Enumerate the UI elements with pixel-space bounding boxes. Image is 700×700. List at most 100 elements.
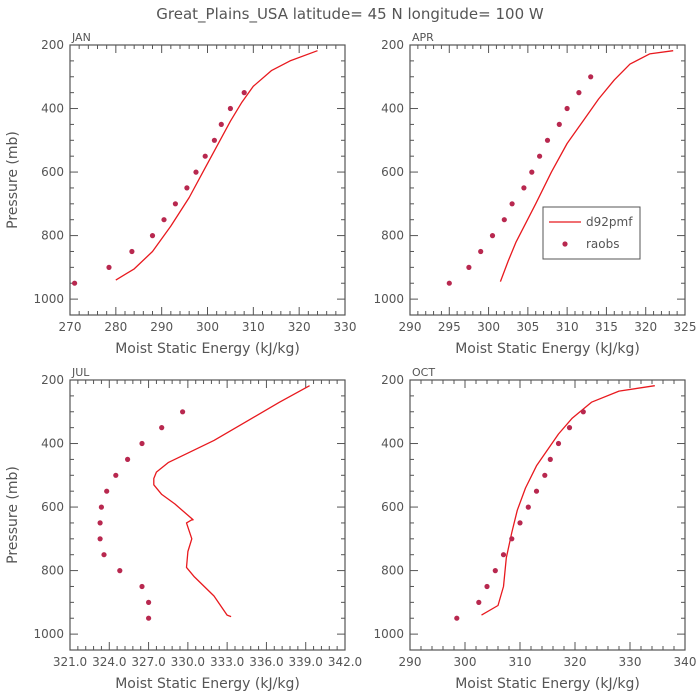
panel-jan: 270 280 290 300 310 320 330 200 400 600 800 1000 JAN…: [5, 31, 356, 357]
data-point-raobs: [227, 105, 233, 112]
y-tick-label: 600: [381, 500, 404, 514]
x-tick-label: 270: [59, 320, 82, 334]
x-tick-label: 321.0: [53, 655, 87, 669]
data-point-raobs: [218, 121, 224, 127]
x-tick-label: 342.0: [328, 655, 362, 669]
data-point-raobs: [529, 169, 535, 175]
x-tick-label: 315: [595, 320, 618, 334]
y-tick-label: 400: [41, 437, 64, 451]
x-axis-label: Moist Static Energy (kJ/kg): [115, 676, 300, 692]
y-tick-label: 400: [381, 437, 404, 451]
series-line-d92pmf: [153, 385, 310, 618]
data-point-raobs: [180, 409, 186, 415]
x-tick-label: 310: [509, 655, 532, 669]
x-tick-label: 290: [399, 320, 422, 334]
data-point-raobs: [492, 568, 498, 574]
data-point-raobs: [117, 568, 123, 574]
data-point-raobs: [500, 552, 507, 558]
data-point-raobs: [104, 488, 110, 494]
panel-apr: 290 295 300 305 310 315 320 325 200 400 600 800 1000…: [373, 31, 696, 357]
data-point-raobs: [478, 248, 484, 255]
data-point-raobs: [98, 504, 104, 510]
y-tick-label: 1000: [373, 627, 404, 641]
y-tick-label: 800: [381, 564, 404, 578]
panel-oct: 290 300 310 320 330 340 200 400 600 800 1000 OCT Moi…: [373, 366, 696, 692]
x-tick-label: 290: [150, 320, 173, 334]
data-point-raobs: [544, 137, 551, 143]
y-tick-label: 800: [41, 564, 64, 578]
legend: d92pmf raobs: [542, 206, 641, 260]
data-point-raobs: [72, 280, 78, 286]
x-axis-label: Moist Static Energy (kJ/kg): [115, 341, 300, 357]
x-tick-label: 290: [399, 655, 422, 669]
data-point-raobs: [446, 280, 452, 286]
legend-obs-label: raobs: [586, 237, 620, 251]
data-point-raobs: [106, 264, 112, 270]
y-tick-label: 400: [381, 102, 404, 116]
panel-label: JUL: [71, 366, 90, 379]
data-point-raobs: [555, 440, 562, 447]
data-point-raobs: [466, 264, 472, 270]
legend-point-swatch: [562, 241, 568, 247]
x-tick-label: 300: [196, 320, 219, 334]
x-tick-label: 333.0: [210, 655, 244, 669]
x-tick-label: 330.0: [171, 655, 205, 669]
plot-frame: [409, 44, 686, 316]
data-point-raobs: [172, 201, 178, 207]
y-axis-label: Pressure (mb): [5, 131, 21, 229]
data-point-raobs: [211, 137, 217, 143]
y-tick-label: 800: [381, 229, 404, 243]
legend-model-label: d92pmf: [586, 215, 633, 229]
series-line-d92pmf: [499, 50, 674, 282]
data-point-raobs: [556, 121, 562, 127]
x-tick-label: 300: [477, 320, 500, 334]
panels: 270 280 290 300 310 320 330 200 400 600 800 1000 JAN…: [5, 31, 696, 692]
y-tick-label: 200: [41, 38, 64, 52]
data-point-raobs: [139, 440, 145, 447]
data-point-raobs: [525, 504, 531, 510]
x-tick-label: 310: [556, 320, 579, 334]
data-point-raobs: [476, 599, 482, 606]
data-point-raobs: [509, 201, 515, 207]
x-tick-label: 336.0: [249, 655, 283, 669]
data-point-raobs: [161, 217, 167, 223]
panel-label: JAN: [71, 31, 91, 44]
data-point-raobs: [566, 425, 573, 431]
data-point-raobs: [113, 472, 119, 478]
x-tick-label: 300: [454, 655, 477, 669]
figure-title: Great_Plains_USA latitude= 45 N longitud…: [156, 5, 544, 24]
data-point-raobs: [489, 233, 496, 239]
x-tick-label: 295: [438, 320, 461, 334]
data-point-raobs: [580, 409, 586, 415]
y-tick-label: 200: [41, 373, 64, 387]
panel-jul: 321.0 324.0 327.0 330.0 333.0 336.0 339.0 342.0…: [5, 366, 362, 692]
data-point-raobs: [521, 185, 527, 191]
data-point-raobs: [97, 536, 103, 542]
y-tick-label: 600: [41, 500, 64, 514]
data-point-raobs: [129, 248, 135, 255]
data-point-raobs: [517, 520, 523, 526]
data-point-raobs: [101, 552, 107, 558]
data-point-raobs: [146, 599, 152, 606]
x-tick-label: 305: [516, 320, 539, 334]
plot-frame: [69, 44, 346, 316]
y-tick-label: 1000: [33, 627, 64, 641]
y-tick-label: 400: [41, 102, 64, 116]
data-point-raobs: [193, 169, 199, 175]
x-tick-label: 325: [674, 320, 697, 334]
legend-box: [542, 206, 641, 260]
data-point-raobs: [125, 456, 131, 462]
y-tick-label: 600: [381, 165, 404, 179]
data-point-raobs: [97, 520, 103, 526]
data-point-raobs: [576, 90, 582, 96]
series-line-d92pmf: [115, 50, 318, 281]
panel-label: APR: [412, 31, 434, 44]
data-point-raobs: [564, 105, 570, 112]
x-tick-label: 327.0: [131, 655, 165, 669]
series-line-d92pmf: [481, 385, 655, 616]
x-tick-label: 330: [619, 655, 642, 669]
data-point-raobs: [202, 153, 208, 159]
data-point-raobs: [139, 583, 145, 590]
data-point-raobs: [547, 456, 553, 462]
